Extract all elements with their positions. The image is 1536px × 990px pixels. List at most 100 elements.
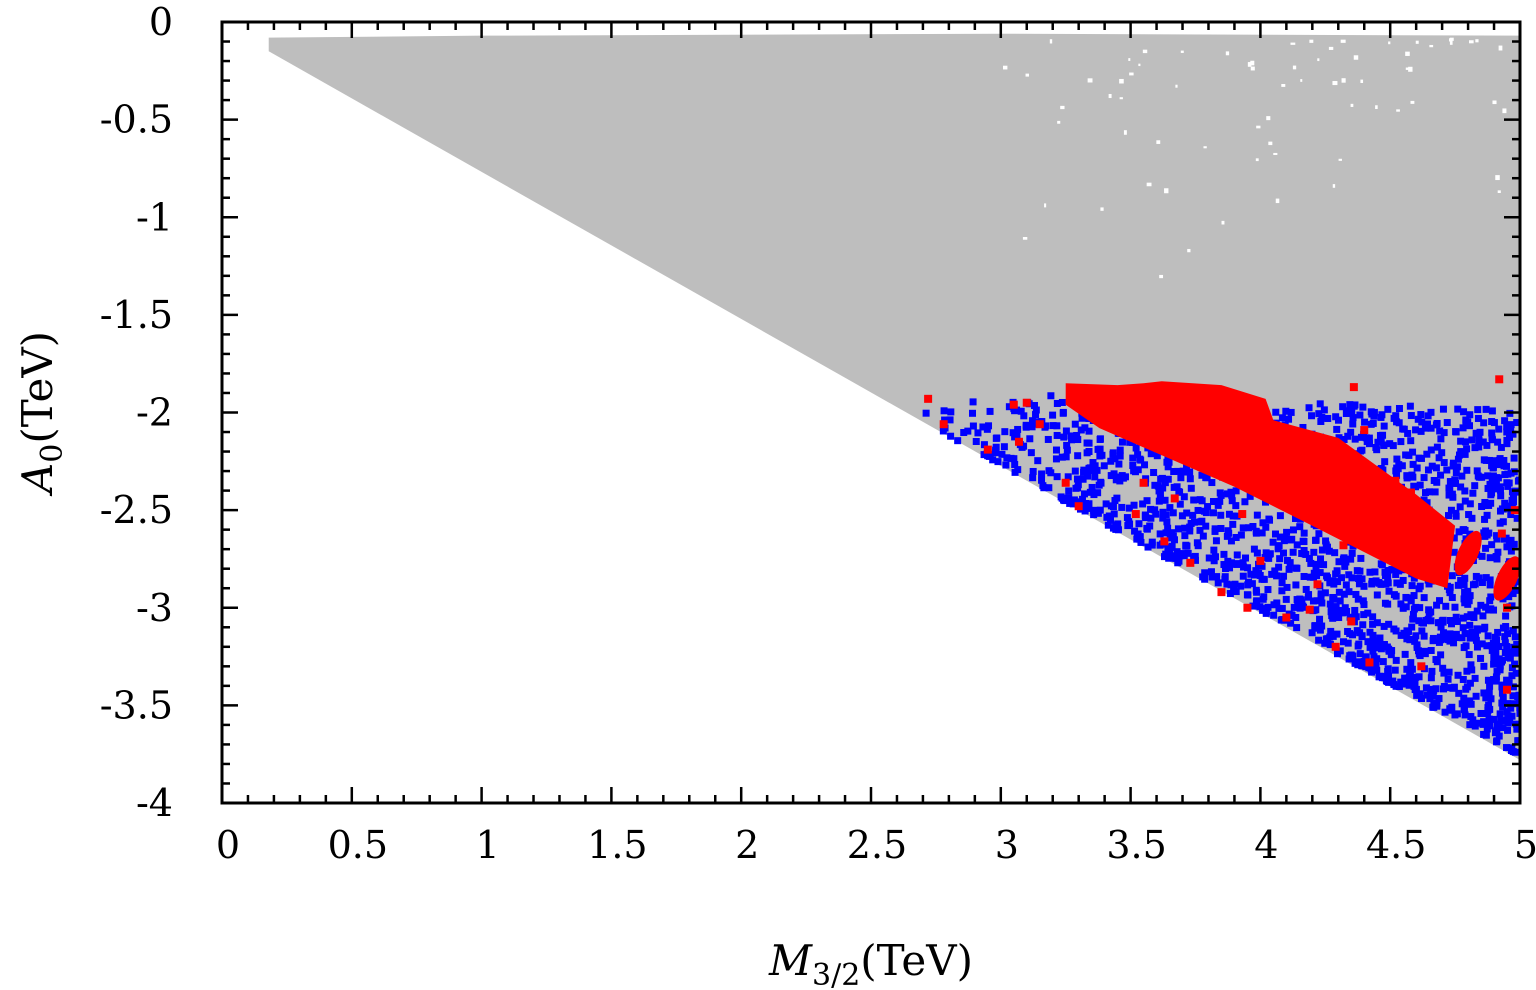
blue-point — [1246, 492, 1254, 500]
blue-point — [1395, 404, 1403, 412]
blue-point — [1504, 712, 1512, 720]
blue-point — [1315, 410, 1323, 418]
blue-point — [1086, 488, 1094, 496]
gray-region-gap — [1309, 39, 1314, 43]
blue-point — [1341, 562, 1349, 570]
blue-point — [1324, 414, 1332, 422]
blue-point — [1176, 488, 1184, 496]
blue-point — [1147, 450, 1155, 458]
blue-point — [1465, 651, 1473, 659]
blue-point — [1447, 620, 1455, 628]
blue-point — [1510, 700, 1518, 708]
blue-point — [972, 438, 980, 446]
blue-point — [1457, 437, 1465, 445]
blue-point — [1199, 532, 1207, 540]
red-point — [1282, 613, 1291, 622]
blue-point — [1339, 403, 1347, 411]
blue-point — [983, 425, 991, 433]
red-point — [1503, 685, 1512, 694]
blue-point — [1071, 420, 1079, 428]
blue-point — [1463, 613, 1471, 621]
blue-point — [1501, 633, 1509, 641]
blue-point — [1332, 603, 1340, 611]
blue-point — [1110, 470, 1118, 478]
blue-point — [1495, 456, 1503, 464]
blue-point — [1364, 638, 1372, 646]
blue-point — [1032, 411, 1040, 419]
blue-point — [1357, 554, 1365, 562]
blue-point — [1446, 637, 1454, 645]
blue-point — [1395, 682, 1403, 690]
blue-point — [1515, 737, 1520, 745]
blue-point — [1389, 442, 1397, 450]
blue-point — [1080, 490, 1088, 498]
blue-point — [1151, 506, 1159, 514]
blue-point — [1417, 411, 1425, 419]
red-point — [1131, 510, 1140, 519]
blue-point — [1074, 452, 1082, 460]
blue-point — [1317, 592, 1325, 600]
blue-point — [1484, 676, 1492, 684]
blue-point — [1264, 603, 1272, 611]
blue-point — [1220, 561, 1228, 569]
blue-point — [1026, 435, 1034, 443]
blue-point — [1474, 414, 1482, 422]
blue-point — [1249, 522, 1257, 530]
red-point — [1305, 605, 1314, 614]
blue-point — [1294, 598, 1302, 606]
blue-point — [1107, 502, 1115, 510]
blue-point — [1468, 514, 1476, 522]
blue-point — [1276, 512, 1284, 520]
blue-point — [1469, 633, 1477, 641]
blue-point — [1414, 415, 1422, 423]
blue-point — [1509, 493, 1517, 501]
blue-point — [1511, 633, 1519, 641]
gray-region-gap — [1497, 190, 1501, 194]
blue-point — [1097, 479, 1105, 487]
gray-region-gap — [1405, 67, 1410, 70]
blue-point — [1190, 553, 1198, 561]
blue-point — [1443, 466, 1451, 474]
blue-point — [1114, 520, 1122, 528]
blue-point — [1029, 420, 1037, 428]
blue-point — [1472, 636, 1480, 644]
blue-point — [1432, 464, 1440, 472]
blue-point — [1384, 579, 1392, 587]
blue-point — [1476, 428, 1484, 436]
blue-point — [1164, 524, 1172, 532]
blue-point — [1133, 535, 1141, 543]
blue-point — [1463, 667, 1471, 675]
blue-point — [1176, 552, 1184, 560]
blue-point — [1296, 604, 1304, 612]
blue-point — [1058, 453, 1066, 461]
blue-point — [1116, 477, 1124, 485]
blue-point — [1449, 459, 1457, 467]
blue-point — [1175, 557, 1183, 565]
blue-point — [1353, 627, 1361, 635]
blue-point — [1030, 402, 1038, 410]
red-dense-region — [1065, 381, 1456, 589]
blue-point — [1242, 554, 1250, 562]
blue-point — [1498, 683, 1506, 691]
blue-point — [1245, 524, 1253, 532]
blue-point — [1448, 572, 1456, 580]
blue-point — [1471, 444, 1479, 452]
blue-point — [1439, 629, 1447, 637]
gray-region-gap — [1317, 58, 1320, 62]
blue-point — [1455, 528, 1463, 536]
blue-point — [1310, 569, 1318, 577]
blue-point — [1491, 729, 1499, 737]
blue-point — [1485, 715, 1493, 723]
blue-point — [1475, 437, 1483, 445]
blue-point — [1276, 555, 1284, 563]
gray-region-gap — [1250, 66, 1255, 71]
blue-point — [1410, 482, 1418, 490]
blue-point — [1468, 436, 1476, 444]
blue-point — [1409, 448, 1417, 456]
blue-point — [1446, 589, 1454, 597]
blue-point — [1465, 511, 1473, 519]
blue-point — [1190, 496, 1198, 504]
blue-point — [1429, 637, 1437, 645]
blue-point — [1370, 653, 1378, 661]
blue-point — [1351, 401, 1359, 409]
